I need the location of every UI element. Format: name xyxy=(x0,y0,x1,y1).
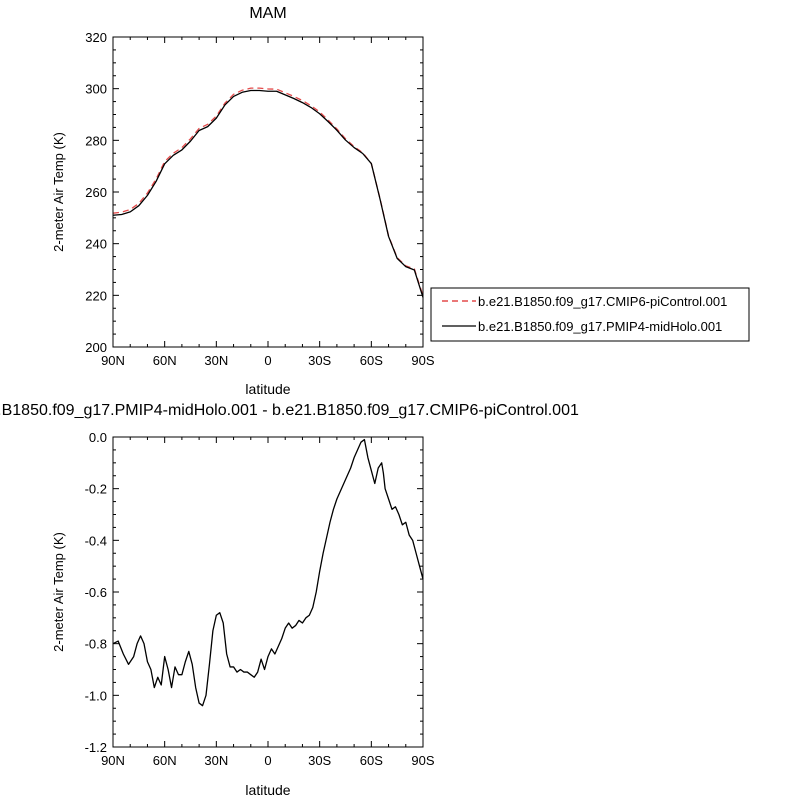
bottom-chart-y-tick-labels: 0.0 -0.2 -0.4 -0.6 -0.8 -1.0 -1.2 xyxy=(85,430,107,755)
top-chart-plot-frame xyxy=(112,36,424,348)
x-tick-label: 90N xyxy=(101,753,125,768)
x-tick-label: 90N xyxy=(101,353,125,368)
y-tick-label: 320 xyxy=(85,30,107,45)
y-tick-label: -1.0 xyxy=(85,688,107,703)
y-tick-label: 200 xyxy=(85,340,107,355)
y-tick-label: 280 xyxy=(85,133,107,148)
bottom-chart-x-tick-labels: 90N 60N 30N 0 30S 60S 90S xyxy=(101,753,435,768)
y-tick-label: 300 xyxy=(85,82,107,97)
legend-label-midholo: b.e21.B1850.f09_g17.PMIP4-midHolo.001 xyxy=(478,319,722,334)
top-chart-x-axis-label: latitude xyxy=(245,381,290,397)
x-tick-label: 30N xyxy=(204,753,228,768)
y-tick-label: -1.2 xyxy=(85,740,107,755)
y-tick-label: 220 xyxy=(85,288,107,303)
bottom-chart-title: b.e21.B1850.f09_g17.PMIP4-midHolo.001 - … xyxy=(0,402,579,419)
top-chart-y-tick-labels: 200 220 240 260 280 300 320 xyxy=(85,30,107,355)
bottom-chart-x-axis-label: latitude xyxy=(245,782,290,798)
top-chart: MAM 200 220 240 260 280 300 320 90N 60N 30N 0 30S 6… xyxy=(51,5,435,397)
x-tick-label: 0 xyxy=(264,753,271,768)
x-tick-label: 30N xyxy=(204,353,228,368)
series-line-0-0 xyxy=(112,87,424,297)
x-tick-label: 60S xyxy=(360,753,383,768)
legend: b.e21.B1850.f09_g17.CMIP6-piControl.001 … xyxy=(430,287,750,342)
x-tick-label: 0 xyxy=(264,353,271,368)
series-line-0-1 xyxy=(112,89,424,298)
top-chart-series-lines xyxy=(112,87,424,298)
y-tick-label: 260 xyxy=(85,185,107,200)
top-chart-title: MAM xyxy=(249,5,286,22)
top-chart-y-axis-label: 2-meter Air Temp (K) xyxy=(51,132,66,252)
x-tick-label: 60S xyxy=(360,353,383,368)
x-tick-label: 60N xyxy=(153,753,177,768)
x-tick-label: 30S xyxy=(308,353,331,368)
y-tick-label: 0.0 xyxy=(89,430,107,445)
y-tick-label: 240 xyxy=(85,237,107,252)
legend-label-picontrol: b.e21.B1850.f09_g17.CMIP6-piControl.001 xyxy=(478,294,727,309)
y-tick-label: -0.2 xyxy=(85,482,107,497)
bottom-chart-series-lines xyxy=(112,438,424,707)
x-tick-label: 30S xyxy=(308,753,331,768)
top-chart-ticks xyxy=(112,36,424,348)
x-tick-label: 60N xyxy=(153,353,177,368)
bottom-chart: b.e21.B1850.f09_g17.PMIP4-midHolo.001 - … xyxy=(0,402,579,798)
bottom-chart-plot-frame xyxy=(112,436,424,748)
series-line-1-0 xyxy=(112,438,424,707)
x-tick-label: 90S xyxy=(411,753,434,768)
top-chart-x-tick-labels: 90N 60N 30N 0 30S 60S 90S xyxy=(101,353,435,368)
legend-box xyxy=(430,287,750,342)
y-tick-label: -0.4 xyxy=(85,533,107,548)
y-tick-label: -0.6 xyxy=(85,585,107,600)
x-tick-label: 90S xyxy=(411,353,434,368)
y-tick-label: -0.8 xyxy=(85,637,107,652)
bottom-chart-ticks xyxy=(112,436,424,748)
bottom-chart-y-axis-label: 2-meter Air Temp (K) xyxy=(51,532,66,652)
